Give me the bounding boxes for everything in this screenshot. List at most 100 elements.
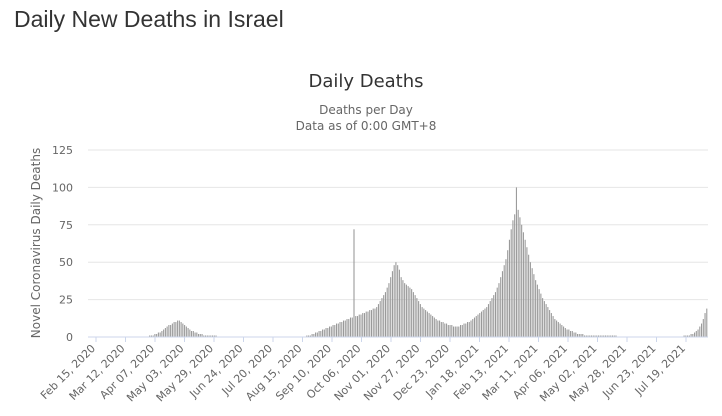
- bar: [322, 329, 324, 337]
- bar: [381, 298, 383, 337]
- bar: [521, 224, 523, 337]
- y-tick-labels: 0 25 50 75 100 125: [52, 144, 73, 344]
- bar: [414, 295, 416, 337]
- bar: [477, 314, 479, 337]
- bar: [351, 317, 353, 337]
- bar: [212, 335, 214, 337]
- bar: [547, 307, 549, 337]
- bar: [201, 334, 203, 337]
- bar: [180, 322, 182, 337]
- bar: [480, 311, 483, 337]
- bar: [549, 310, 551, 337]
- bar: [171, 323, 173, 337]
- y-tick-label: 100: [52, 181, 73, 194]
- bar: [571, 331, 573, 337]
- bar: [369, 310, 371, 337]
- bar: [210, 335, 212, 337]
- bar: [150, 335, 152, 337]
- bar: [528, 254, 530, 337]
- bar: [465, 323, 467, 337]
- bar: [561, 325, 563, 337]
- bar: [683, 335, 685, 337]
- bar: [552, 316, 554, 337]
- bar: [554, 319, 556, 337]
- bar: [582, 334, 584, 337]
- chart-title: Daily Deaths: [308, 71, 423, 92]
- bar: [608, 335, 610, 337]
- bar: [330, 326, 332, 337]
- bar: [440, 322, 442, 337]
- bar: [491, 298, 493, 337]
- bar: [349, 317, 352, 337]
- bar: [493, 295, 495, 337]
- bar: [416, 298, 418, 337]
- bar: [419, 304, 421, 337]
- bar: [215, 335, 217, 337]
- page-title: Daily New Deaths in Israel: [14, 6, 284, 32]
- bar: [694, 332, 696, 337]
- chart-subtitle-line-1: Deaths per Day: [319, 103, 413, 117]
- bar: [189, 329, 191, 337]
- bars: [149, 187, 708, 337]
- bar: [585, 335, 587, 337]
- bar: [451, 325, 453, 337]
- bar: [407, 286, 409, 337]
- bar: [337, 323, 339, 337]
- bar: [306, 335, 308, 337]
- bar: [599, 335, 601, 337]
- bar: [606, 335, 608, 337]
- bar: [444, 323, 446, 337]
- bar: [404, 283, 406, 337]
- bar: [501, 271, 503, 337]
- chart-subtitle-line-2: Data as of 0:00 GMT+8: [296, 119, 437, 133]
- bar: [514, 214, 516, 337]
- bar: [395, 262, 397, 337]
- bar: [316, 332, 318, 337]
- bar: [596, 335, 598, 337]
- bar: [487, 304, 490, 337]
- y-tick-label: 75: [59, 219, 73, 232]
- bar: [611, 335, 614, 337]
- bar: [374, 308, 376, 337]
- bar: [575, 332, 577, 337]
- bar: [163, 329, 165, 337]
- bar: [512, 220, 514, 337]
- bar: [152, 335, 154, 337]
- y-tick-label: 50: [59, 256, 73, 269]
- bar: [563, 326, 565, 337]
- bar: [472, 319, 474, 337]
- bar: [601, 335, 603, 337]
- bar: [522, 232, 524, 337]
- bar: [437, 320, 439, 337]
- bar: [503, 265, 505, 337]
- bar: [388, 283, 390, 337]
- bar: [592, 335, 594, 337]
- bar: [697, 329, 699, 337]
- bar: [447, 325, 449, 337]
- gridlines: [88, 149, 708, 301]
- y-tick-label: 125: [52, 144, 73, 157]
- bar: [425, 310, 427, 337]
- bar: [466, 322, 469, 337]
- bar: [308, 335, 310, 337]
- bar: [568, 329, 570, 337]
- bar: [446, 323, 448, 337]
- bar: [603, 335, 605, 337]
- bar: [540, 293, 542, 337]
- bar: [535, 280, 537, 337]
- bar: [517, 209, 519, 337]
- bar: [507, 250, 509, 337]
- bar: [566, 329, 568, 337]
- bar: [208, 335, 210, 337]
- bar: [311, 334, 313, 337]
- bar: [559, 323, 561, 337]
- bar: [524, 239, 526, 337]
- bar: [470, 320, 472, 337]
- bar: [692, 334, 694, 337]
- bar: [701, 323, 703, 337]
- bar: [161, 331, 163, 337]
- bar: [325, 328, 327, 337]
- bar: [313, 334, 315, 337]
- bar: [386, 287, 388, 337]
